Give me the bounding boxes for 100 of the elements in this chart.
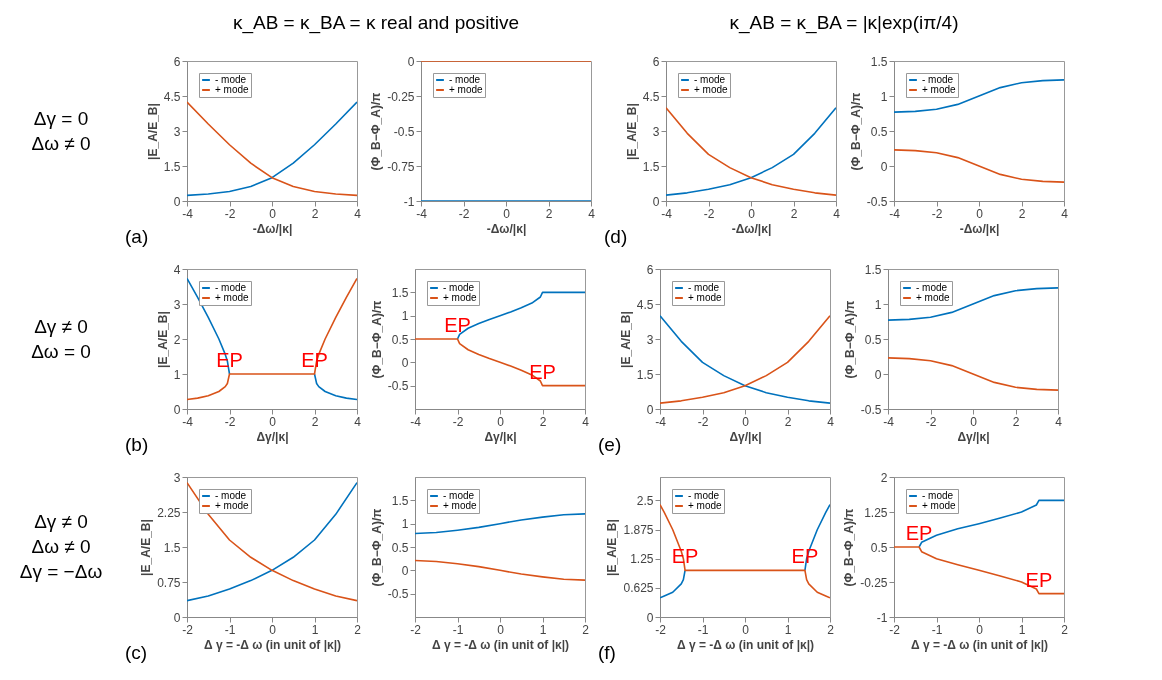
legend-label: + mode (215, 500, 250, 511)
x-tick-label: 0 (497, 622, 505, 637)
legend-label: + mode (922, 84, 957, 95)
y-tick-label: 1.5 (636, 367, 654, 382)
y-tick-label: 0 (401, 563, 409, 578)
annotation: EP (444, 314, 471, 336)
x-tick-label: 2 (790, 206, 798, 221)
y-tick-label: -0.75 (387, 159, 415, 174)
x-tick-label: -2 (931, 206, 943, 221)
y-tick-label: 6 (173, 54, 181, 69)
y-tick-label: 0 (173, 194, 181, 209)
x-tick-label: 2 (354, 622, 362, 637)
y-tick-label: 1.5 (864, 262, 882, 277)
y-tick-label: 1.5 (870, 54, 888, 69)
y-tick-label: 0 (646, 402, 654, 417)
y-tick-label: 1.5 (391, 493, 409, 508)
legend-label: + mode (449, 84, 484, 95)
y-tick-label: 0 (401, 355, 409, 370)
line-series (660, 314, 830, 404)
y-tick-label: 0.5 (870, 540, 888, 555)
y-tick-label: 0.5 (864, 332, 882, 347)
legend-label: - mode (688, 282, 720, 293)
x-tick-label: 2 (311, 206, 319, 221)
x-axis-title: -Δω/|κ| (252, 221, 293, 236)
y-tick-label: 2.5 (636, 493, 654, 508)
text: Δω = 0 (31, 340, 91, 362)
x-tick-label: 4 (588, 206, 596, 221)
y-tick-label: 0 (407, 54, 415, 69)
y-tick-label: 3 (646, 332, 654, 347)
line-series (187, 101, 357, 197)
y-tick-label: -1 (403, 194, 415, 209)
y-tick-label: 1 (874, 297, 882, 312)
line-series (666, 106, 836, 196)
x-axis-title: Δ γ = -Δ ω (in unit of |κ|) (676, 637, 815, 652)
legend-label: - mode (443, 490, 475, 501)
x-tick-label: 4 (1061, 206, 1069, 221)
line-series (415, 559, 585, 581)
legend-label: - mode (922, 74, 954, 85)
y-tick-label: -0.5 (387, 587, 409, 602)
legend-label: + mode (215, 84, 250, 95)
y-axis-title: (Φ_B−Φ_A)/π (842, 300, 857, 379)
x-tick-label: -4 (661, 206, 673, 221)
x-tick-label: -2 (697, 414, 709, 429)
y-axis-title: |E_A/E_B| (624, 103, 639, 160)
x-tick-label: 1 (1018, 622, 1026, 637)
x-tick-label: -4 (182, 414, 194, 429)
line-series (415, 513, 585, 535)
y-tick-label: 2 (880, 470, 888, 485)
y-axis-title: |E_A/E_B| (145, 103, 160, 160)
x-tick-label: 2 (1061, 622, 1069, 637)
x-tick-label: -2 (182, 622, 194, 637)
x-tick-label: -4 (182, 206, 194, 221)
text: κ_AB = κ_BA = |κ|exp(iπ/4) (729, 12, 959, 34)
x-axis-title: Δ γ = -Δ ω (in unit of |κ|) (431, 637, 570, 652)
x-tick-label: 1 (539, 622, 547, 637)
y-axis-title: (Φ_B−Φ_A)/π (369, 300, 384, 379)
text: (b) (125, 434, 149, 455)
x-tick-label: -4 (410, 414, 422, 429)
x-tick-label: 4 (833, 206, 841, 221)
y-tick-label: 0 (173, 610, 181, 625)
text: (a) (125, 226, 149, 247)
legend-label: + mode (694, 84, 729, 95)
x-tick-label: 4 (1055, 414, 1063, 429)
legend-label: + mode (922, 500, 957, 511)
y-tick-label: 6 (652, 54, 660, 69)
y-tick-label: 1 (401, 517, 409, 532)
x-tick-label: 0 (970, 414, 978, 429)
text: (e) (598, 434, 622, 455)
y-tick-label: 4.5 (636, 297, 654, 312)
legend-label: - mode (215, 74, 247, 85)
x-tick-label: 2 (539, 414, 547, 429)
y-tick-label: -0.5 (860, 402, 882, 417)
y-axis-title: (Φ_B−Φ_A)/π (369, 508, 384, 587)
text: (c) (125, 642, 148, 663)
x-tick-label: 0 (742, 622, 750, 637)
y-axis-title: |E_A/E_B| (139, 519, 154, 576)
x-tick-label: 0 (503, 206, 511, 221)
x-tick-label: 2 (1018, 206, 1026, 221)
y-tick-label: -0.25 (860, 575, 888, 590)
y-tick-label: -0.5 (393, 124, 415, 139)
y-axis-title: |E_A/E_B| (618, 311, 633, 368)
x-axis-title: -Δω/|κ| (959, 221, 1000, 236)
legend-label: + mode (443, 500, 478, 511)
y-tick-label: 4.5 (642, 89, 660, 104)
x-tick-label: 0 (742, 414, 750, 429)
y-tick-label: 0.5 (391, 332, 409, 347)
x-tick-label: 2 (827, 622, 835, 637)
y-tick-label: 1 (880, 89, 888, 104)
line-series (894, 149, 1064, 183)
legend-label: + mode (916, 292, 951, 303)
x-tick-label: 0 (269, 206, 277, 221)
y-tick-label: 0 (652, 194, 660, 209)
x-axis-title: Δ γ = -Δ ω (in unit of |κ|) (910, 637, 1049, 652)
x-tick-label: 1 (311, 622, 319, 637)
legend-label: - mode (449, 74, 481, 85)
legend-label: - mode (922, 490, 954, 501)
text: Δγ = −Δω (19, 561, 103, 582)
legend-label: + mode (215, 292, 250, 303)
x-tick-label: 0 (976, 206, 984, 221)
line-series (888, 357, 1058, 391)
